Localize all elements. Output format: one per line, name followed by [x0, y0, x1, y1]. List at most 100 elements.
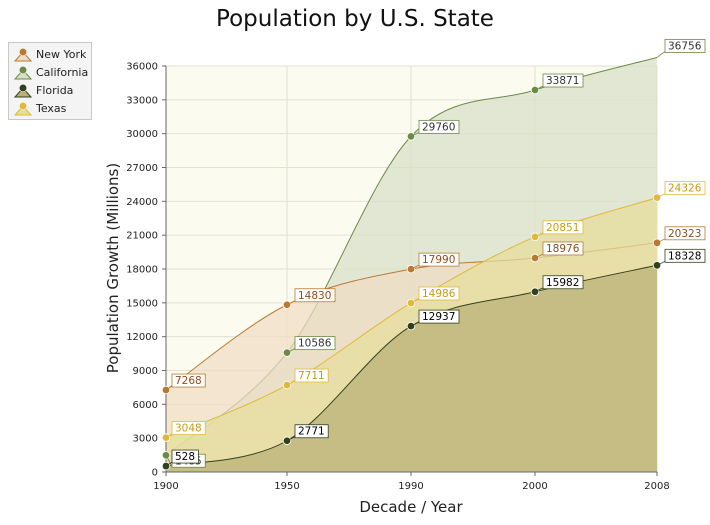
data-label-box: [418, 119, 460, 134]
label-connector: [165, 385, 173, 391]
data-label-new-york: 17990: [422, 254, 455, 266]
y-axis-label: Population Growth (Millions): [104, 163, 122, 373]
data-label-box: [542, 241, 584, 256]
label-connector: [410, 321, 420, 327]
data-label-florida: 2771: [298, 426, 325, 438]
y-tick-label: 6000: [133, 400, 158, 411]
data-label-box: [294, 424, 329, 439]
label-connector: [656, 260, 666, 266]
label-connector: [656, 51, 666, 58]
chart-title: Population by U.S. State: [216, 6, 494, 32]
point-new-york: [406, 264, 416, 274]
area-florida: [166, 265, 657, 472]
data-label-texas: 3048: [175, 423, 202, 435]
legend-label: New York: [36, 47, 87, 61]
data-label-box: [294, 336, 336, 351]
legend-item-new-york: New York: [9, 45, 91, 63]
y-tick-label: 30000: [126, 129, 158, 140]
data-label-box: [664, 39, 706, 53]
legend-item-california: California: [9, 63, 91, 81]
label-connector: [410, 298, 420, 304]
data-label-florida: 12937: [422, 311, 455, 323]
legend-swatch: [14, 101, 32, 116]
y-tick-label: 0: [152, 468, 158, 479]
y-tick-label: 36000: [126, 62, 158, 73]
label-connector: [534, 232, 544, 238]
data-label-new-york: 7268: [175, 375, 202, 387]
label-connector: [165, 461, 173, 467]
legend-swatch: [14, 65, 32, 80]
label-connector: [410, 264, 420, 270]
x-tick-label: 1990: [398, 481, 423, 492]
data-label-new-york: 14830: [298, 290, 331, 302]
point-california: [282, 348, 292, 357]
legend-label: California: [36, 65, 89, 79]
label-connector: [656, 193, 666, 199]
data-label-new-york: 20323: [668, 228, 701, 240]
point-florida: [406, 321, 416, 331]
x-tick-label: 1900: [153, 481, 178, 492]
x-tick-label: 2008: [644, 481, 669, 492]
data-label-florida: 15982: [546, 277, 579, 289]
data-label-california: 36756: [668, 40, 702, 52]
label-connector: [165, 433, 173, 438]
label-connector: [534, 85, 544, 91]
data-label-texas: 24326: [668, 183, 702, 195]
data-label-new-york: 18976: [546, 243, 580, 255]
label-connector: [656, 238, 666, 244]
data-label-texas: 20851: [546, 222, 579, 234]
data-labels: 7268148301799018976203231485105862976033…: [165, 39, 706, 468]
label-connector: [534, 253, 544, 259]
data-label-box: [664, 248, 706, 263]
y-tick-label: 24000: [126, 197, 158, 208]
x-axis-label: Decade / Year: [359, 498, 463, 516]
data-label-box: [542, 275, 584, 290]
label-connector: [165, 455, 173, 467]
legend: New York California Florida Texas: [8, 42, 92, 120]
data-label-box: [542, 220, 584, 235]
legend-item-florida: Florida: [9, 81, 91, 99]
data-label-california: 33871: [546, 75, 579, 87]
label-connector: [286, 300, 296, 306]
label-connector: [286, 436, 296, 442]
x-tick-label: 2000: [522, 481, 547, 492]
point-new-york: [161, 385, 171, 395]
data-label-box: [664, 226, 706, 241]
data-label-box: [664, 181, 706, 196]
data-label-texas: 14986: [422, 288, 456, 300]
label-connector: [286, 380, 296, 386]
legend-swatch: [14, 83, 32, 98]
legend-label: Texas: [36, 101, 67, 115]
label-connector: [286, 348, 296, 353]
series-areas: [165, 56, 658, 472]
legend-swatch: [14, 47, 32, 62]
y-tick-label: 33000: [126, 95, 158, 106]
y-tick-label: 15000: [126, 298, 158, 309]
y-tick-label: 9000: [133, 366, 158, 377]
data-label-box: [171, 421, 206, 436]
legend-item-texas: Texas: [9, 99, 91, 117]
y-tick-label: 3000: [133, 434, 158, 445]
data-label-box: [418, 286, 460, 301]
data-label-texas: 7711: [298, 370, 325, 382]
point-florida: [161, 461, 171, 471]
data-label-box: [171, 373, 206, 388]
axes: 0 3000 6000 9000 12000 15000 18000 21000 24000 27…: [126, 62, 670, 493]
data-label-box: [418, 252, 460, 267]
data-label-box: [542, 73, 584, 88]
data-label-box: [171, 449, 199, 464]
data-label-florida: 528: [175, 451, 195, 463]
label-connector: [410, 132, 420, 137]
y-tick-label: 21000: [126, 231, 158, 242]
data-label-box: [418, 309, 460, 324]
label-connector: [534, 287, 544, 293]
y-tick-label: 18000: [126, 265, 158, 276]
point-texas: [161, 433, 171, 442]
legend-label: Florida: [36, 83, 74, 97]
x-tick-label: 1950: [274, 481, 299, 492]
data-label-california: 10586: [298, 338, 332, 350]
data-label-florida: 18328: [668, 250, 701, 262]
data-label-box: [294, 288, 336, 303]
y-tick-label: 27000: [126, 163, 158, 174]
